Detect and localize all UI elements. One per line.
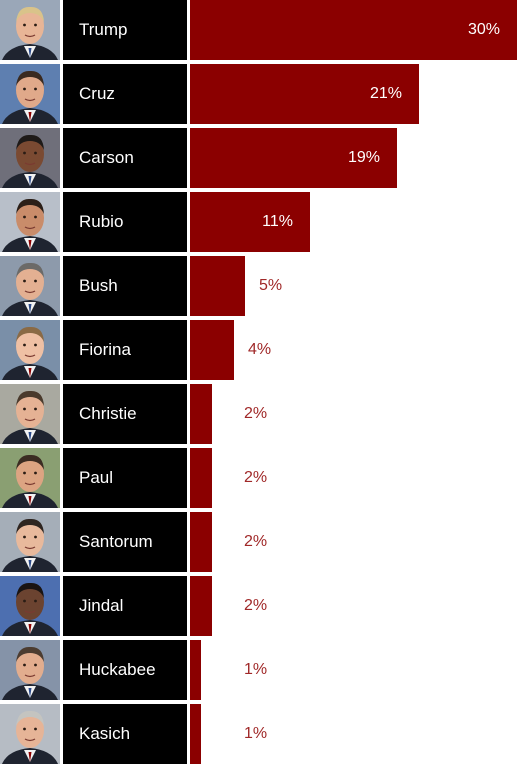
candidate-name-label: Fiorina bbox=[79, 340, 131, 359]
value-label-carson: 19% bbox=[347, 149, 380, 166]
value-label-christie: 2% bbox=[244, 405, 268, 422]
candidate-name-label: Paul bbox=[79, 468, 114, 487]
value-label-paul: 2% bbox=[244, 469, 268, 486]
rubio-photo bbox=[0, 192, 60, 252]
candidate-name-box: Carson bbox=[63, 128, 187, 188]
bar-christie bbox=[190, 384, 212, 444]
christie-portrait-graphic bbox=[0, 384, 60, 444]
cruz-photo bbox=[0, 64, 60, 124]
candidate-name-label: Carson bbox=[79, 148, 134, 167]
trump-photo bbox=[0, 0, 60, 60]
candidate-name-label: Santorum bbox=[79, 532, 153, 551]
value-label-santorum: 2% bbox=[244, 533, 268, 550]
candidate-row-rubio: Rubio 11% bbox=[0, 192, 517, 252]
jindal-portrait-graphic bbox=[0, 576, 60, 636]
value-label-huckabee: 1% bbox=[244, 661, 268, 678]
candidate-name-box: Huckabee bbox=[63, 640, 187, 700]
fiorina-photo bbox=[0, 320, 60, 380]
bar-huckabee bbox=[190, 640, 201, 700]
candidate-name-label: Huckabee bbox=[79, 660, 156, 679]
candidate-name-box: Rubio bbox=[63, 192, 187, 252]
value-label-bush: 5% bbox=[259, 277, 283, 294]
bar-cruz bbox=[190, 64, 419, 124]
bar-fiorina bbox=[190, 320, 234, 380]
value-label-jindal: 2% bbox=[244, 597, 268, 614]
candidate-row-huckabee: Huckabee 1% bbox=[0, 640, 517, 700]
bar-trump bbox=[190, 0, 517, 60]
bar-jindal bbox=[190, 576, 212, 636]
cruz-portrait-graphic bbox=[0, 64, 60, 124]
candidate-name-box: Santorum bbox=[63, 512, 187, 572]
bush-photo bbox=[0, 256, 60, 316]
bar-santorum bbox=[190, 512, 212, 572]
candidate-row-christie: Christie 2% bbox=[0, 384, 517, 444]
carson-portrait-graphic bbox=[0, 128, 60, 188]
santorum-photo bbox=[0, 512, 60, 572]
rubio-portrait-graphic bbox=[0, 192, 60, 252]
bar-kasich bbox=[190, 704, 201, 764]
candidate-name-box: Trump bbox=[63, 0, 187, 60]
value-label-kasich: 1% bbox=[244, 725, 268, 742]
value-label-cruz: 21% bbox=[369, 85, 402, 102]
candidate-name-box: Paul bbox=[63, 448, 187, 508]
paul-photo bbox=[0, 448, 60, 508]
candidate-row-paul: Paul 2% bbox=[0, 448, 517, 508]
candidate-name-label: Bush bbox=[79, 276, 118, 295]
candidate-row-cruz: Cruz 21% bbox=[0, 64, 517, 124]
bush-portrait-graphic bbox=[0, 256, 60, 316]
candidate-name-box: Jindal bbox=[63, 576, 187, 636]
candidate-name-box: Bush bbox=[63, 256, 187, 316]
candidate-row-carson: Carson 19% bbox=[0, 128, 517, 188]
bar-carson bbox=[190, 128, 397, 188]
candidate-row-fiorina: Fiorina 4% bbox=[0, 320, 517, 380]
candidate-name-label: Rubio bbox=[79, 212, 124, 231]
candidate-name-label: Trump bbox=[79, 20, 128, 39]
candidate-row-jindal: Jindal 2% bbox=[0, 576, 517, 636]
bar-paul bbox=[190, 448, 212, 508]
candidate-name-label: Christie bbox=[79, 404, 137, 423]
value-label-rubio: 11% bbox=[262, 213, 293, 230]
candidate-name-label: Cruz bbox=[79, 84, 115, 103]
candidate-name-label: Jindal bbox=[79, 596, 124, 615]
jindal-photo bbox=[0, 576, 60, 636]
candidate-name-box: Kasich bbox=[63, 704, 187, 764]
bar-bush bbox=[190, 256, 245, 316]
kasich-portrait-graphic bbox=[0, 704, 60, 764]
huckabee-photo bbox=[0, 640, 60, 700]
paul-portrait-graphic bbox=[0, 448, 60, 508]
candidate-row-santorum: Santorum 2% bbox=[0, 512, 517, 572]
carson-photo bbox=[0, 128, 60, 188]
bar-rubio bbox=[190, 192, 310, 252]
candidate-row-trump: Trump 30% bbox=[0, 0, 517, 60]
huckabee-portrait-graphic bbox=[0, 640, 60, 700]
fiorina-portrait-graphic bbox=[0, 320, 60, 380]
candidate-name-box: Fiorina bbox=[63, 320, 187, 380]
candidate-row-kasich: Kasich 1% bbox=[0, 704, 517, 764]
value-label-trump: 30% bbox=[467, 21, 500, 38]
christie-photo bbox=[0, 384, 60, 444]
value-label-fiorina: 4% bbox=[248, 341, 272, 358]
candidate-row-bush: Bush 5% bbox=[0, 256, 517, 316]
candidate-name-label: Kasich bbox=[79, 724, 131, 743]
candidate-name-box: Christie bbox=[63, 384, 187, 444]
candidate-name-box: Cruz bbox=[63, 64, 187, 124]
kasich-photo bbox=[0, 704, 60, 764]
trump-portrait-graphic bbox=[0, 0, 60, 60]
santorum-portrait-graphic bbox=[0, 512, 60, 572]
